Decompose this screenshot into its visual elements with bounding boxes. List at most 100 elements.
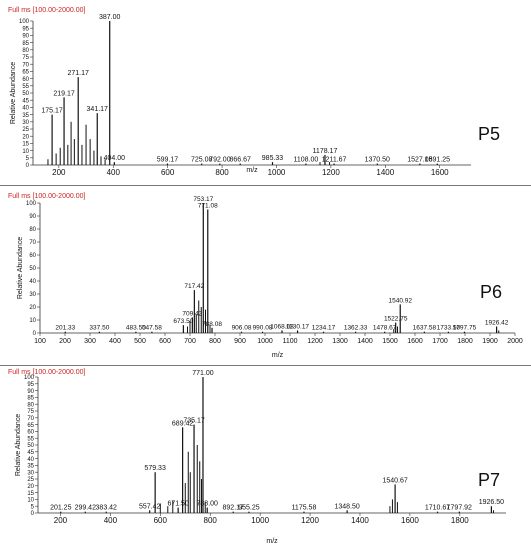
x-tick-label: 800 [209, 338, 221, 345]
y-tick-label: 10 [27, 498, 34, 504]
sample-label: P6 [480, 282, 502, 302]
x-tick-label: 200 [54, 516, 68, 525]
y-tick-label: 70 [29, 240, 36, 246]
y-tick-label: 60 [22, 77, 29, 83]
x-tick-label: 1800 [451, 516, 469, 525]
x-tick-label: 1700 [432, 338, 448, 345]
y-tick-label: 30 [27, 470, 34, 476]
x-tick-label: 1600 [431, 168, 449, 177]
y-tick-label: 50 [29, 266, 36, 272]
peak-label: 1211.67 [322, 157, 347, 164]
peak-label: 547.58 [142, 325, 162, 332]
y-tick-label: 95 [27, 382, 34, 388]
peak-label: 1926.50 [479, 499, 504, 506]
panel-header-text: Full ms [100.00-2000.00] [8, 369, 85, 376]
y-tick-label: 25 [22, 127, 29, 133]
x-axis-label: m/z [246, 167, 258, 174]
y-tick-label: 10 [22, 149, 29, 155]
peak-label: 1130.17 [286, 323, 309, 330]
y-tick-label: 55 [22, 84, 29, 90]
peak-label: 1710.67 [425, 505, 450, 512]
x-tick-label: 200 [59, 338, 71, 345]
y-tick-label: 90 [22, 34, 29, 40]
peak-label: 1540.67 [382, 477, 407, 484]
peak-label: 383.42 [96, 505, 118, 512]
x-tick-label: 1100 [282, 338, 297, 345]
y-tick-label: 15 [27, 491, 34, 497]
peak-label: 788.08 [202, 321, 222, 328]
peak-label: 1527.08 [407, 157, 432, 164]
x-axis-label: m/z [272, 352, 284, 359]
panel-header-text: Full ms [100.00-2000.00] [8, 193, 85, 200]
x-tick-label: 400 [104, 516, 118, 525]
x-tick-label: 1000 [251, 516, 269, 525]
x-tick-label: 1400 [357, 338, 373, 345]
peak-label: 1068.08 [270, 323, 294, 330]
y-tick-label: 0 [31, 511, 35, 517]
peak-label: 985.33 [262, 155, 284, 162]
panel-divider [0, 185, 531, 186]
x-tick-label: 200 [52, 168, 66, 177]
peak-label: 341.17 [87, 106, 109, 113]
y-tick-label: 60 [29, 253, 36, 259]
x-tick-label: 600 [161, 168, 175, 177]
peak-label: 201.25 [50, 505, 72, 512]
y-tick-label: 45 [22, 98, 29, 104]
peak-label: 1175.58 [292, 505, 317, 512]
peak-label: 671.50 [167, 501, 189, 508]
y-tick-label: 35 [27, 464, 34, 470]
x-tick-label: 1400 [351, 516, 369, 525]
y-tick-label: 50 [22, 91, 29, 97]
peak-label: 337.50 [89, 325, 109, 332]
y-tick-label: 20 [27, 484, 34, 490]
x-tick-label: 500 [134, 338, 146, 345]
peak-label: 753.17 [193, 196, 213, 203]
peak-label: 990.08 [253, 325, 273, 332]
x-tick-label: 1000 [268, 168, 286, 177]
y-tick-label: 0 [26, 163, 30, 169]
x-tick-label: 1600 [401, 516, 419, 525]
x-tick-label: 1600 [407, 338, 423, 345]
x-tick-label: 1900 [482, 338, 498, 345]
peak-label: 709.42 [182, 310, 202, 317]
peak-label: 1234.17 [312, 325, 336, 332]
y-tick-label: 20 [22, 134, 29, 140]
peak-label: 892.17 [223, 505, 245, 512]
peak-label: 1540.92 [388, 297, 412, 304]
y-tick-label: 40 [29, 279, 36, 285]
peak-label: 955.25 [238, 505, 260, 512]
y-tick-label: 0 [33, 331, 37, 337]
peak-label: 1522.75 [384, 316, 408, 323]
peak-label: 579.33 [144, 465, 166, 472]
panel-header-text: Full ms [100.00-2000.00] [8, 7, 85, 14]
sample-label: P7 [478, 470, 500, 490]
y-tick-label: 80 [29, 227, 36, 233]
y-tick-label: 35 [22, 113, 29, 119]
y-tick-label: 30 [29, 292, 36, 298]
x-tick-label: 1300 [332, 338, 348, 345]
x-tick-label: 1200 [301, 516, 319, 525]
peak-label: 689.42 [172, 420, 194, 427]
peak-label: 557.42 [139, 503, 161, 510]
y-tick-label: 20 [29, 305, 36, 311]
y-tick-label: 80 [22, 48, 29, 54]
x-tick-label: 2000 [507, 338, 523, 345]
y-axis-label: Relative Abundance [10, 62, 17, 124]
y-tick-label: 65 [22, 70, 29, 76]
y-tick-label: 30 [22, 120, 29, 126]
y-axis-label: Relative Abundance [17, 237, 24, 299]
peak-label: 725.08 [191, 157, 213, 164]
peak-label: 1478.67 [373, 325, 397, 332]
y-tick-label: 60 [27, 430, 34, 436]
y-tick-label: 45 [27, 450, 34, 456]
peak-label: 1797.92 [447, 505, 472, 512]
y-tick-label: 55 [27, 436, 34, 442]
peak-label: 1733.50 [437, 325, 461, 332]
y-tick-label: 85 [27, 396, 34, 402]
x-tick-label: 100 [34, 338, 46, 345]
y-tick-label: 70 [27, 416, 34, 422]
x-tick-label: 600 [154, 516, 168, 525]
peak-label: 906.08 [232, 325, 252, 332]
y-tick-label: 80 [27, 402, 34, 408]
x-tick-label: 400 [109, 338, 121, 345]
